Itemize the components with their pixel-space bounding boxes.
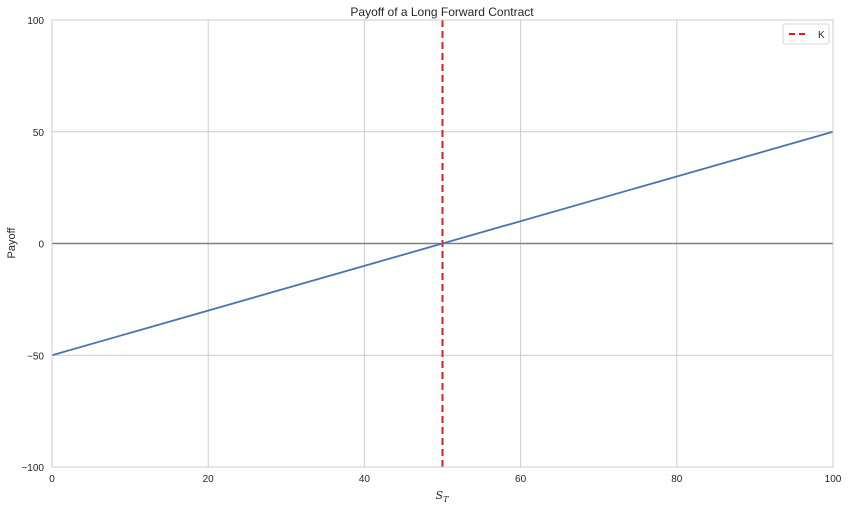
x-tick-label: 40 [359, 474, 371, 485]
y-tick-labels: −100 −50 0 50 100 [21, 16, 44, 474]
legend-label-k: K [818, 30, 825, 41]
y-tick-label: 50 [33, 128, 45, 139]
y-tick-label: 100 [27, 16, 44, 27]
payoff-line [51, 130, 834, 357]
y-tick-label: 0 [38, 240, 44, 251]
plot-frame [51, 19, 834, 468]
y-axis-label: Payoff [6, 227, 18, 259]
legend: K [782, 23, 830, 45]
legend-box [782, 23, 830, 45]
x-axis-label: ST [436, 489, 450, 504]
series-lines [51, 130, 834, 357]
y-tick-label: −100 [21, 463, 44, 474]
x-tick-label: 60 [515, 474, 527, 485]
chart-title: Payoff of a Long Forward Contract [350, 5, 534, 19]
x-tick-label: 100 [825, 474, 842, 485]
x-tick-label: 0 [49, 474, 55, 485]
x-tick-label: 20 [203, 474, 215, 485]
x-tick-label: 80 [671, 474, 683, 485]
y-tick-label: −50 [27, 351, 44, 362]
x-tick-labels: 0 20 40 60 80 100 [49, 474, 842, 485]
